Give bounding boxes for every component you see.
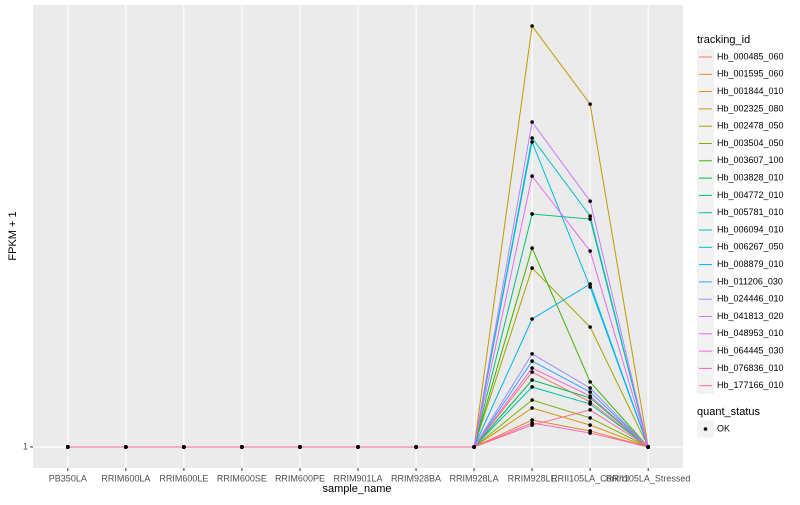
data-point bbox=[530, 174, 534, 178]
x-tick-label: RRIM600PE bbox=[275, 473, 325, 483]
data-point bbox=[530, 366, 534, 370]
data-point bbox=[588, 249, 592, 253]
data-point bbox=[66, 445, 70, 449]
data-point bbox=[530, 136, 534, 140]
data-point bbox=[530, 352, 534, 356]
legend-label: Hb_001844_010 bbox=[717, 86, 784, 96]
x-tick-label: RRIM928LA bbox=[450, 473, 499, 483]
data-point bbox=[356, 445, 360, 449]
data-point bbox=[530, 398, 534, 402]
legend-label: Hb_001595_060 bbox=[717, 69, 784, 79]
legend-label: Hb_008879_010 bbox=[717, 259, 784, 269]
data-point bbox=[530, 406, 534, 410]
legend-label: Hb_003504_050 bbox=[717, 138, 784, 148]
y-tick-label: 1 bbox=[23, 441, 28, 451]
data-point bbox=[588, 380, 592, 384]
data-point bbox=[240, 445, 244, 449]
data-point bbox=[530, 385, 534, 389]
x-tick-label: PB350LA bbox=[49, 473, 87, 483]
legend-label: Hb_000485_060 bbox=[717, 51, 784, 61]
legend-label: Hb_064445_030 bbox=[717, 345, 784, 355]
data-point bbox=[588, 102, 592, 106]
data-point bbox=[588, 214, 592, 218]
legend-label: Hb_006267_050 bbox=[717, 242, 784, 252]
data-point bbox=[124, 445, 128, 449]
data-point bbox=[588, 408, 592, 412]
legend-title: tracking_id bbox=[697, 34, 750, 46]
legend-label: Hb_011206_030 bbox=[717, 276, 783, 286]
data-point bbox=[588, 394, 592, 398]
data-point bbox=[588, 402, 592, 406]
x-tick-label: RRIM600SE bbox=[217, 473, 267, 483]
data-point bbox=[530, 317, 534, 321]
data-point bbox=[588, 416, 592, 420]
x-tick-label: RRIM600LA bbox=[101, 473, 150, 483]
legend-label: Hb_002478_050 bbox=[717, 121, 784, 131]
data-point bbox=[588, 217, 592, 221]
legend-label: OK bbox=[717, 423, 730, 433]
y-axis-title: FPKM + 1 bbox=[7, 211, 19, 260]
x-tick-label: RRIM928LE bbox=[508, 473, 557, 483]
legend-label: Hb_048953_010 bbox=[717, 328, 784, 338]
legend-label: Hb_005781_010 bbox=[717, 207, 784, 217]
x-tick-label: RRIM928BA bbox=[391, 473, 441, 483]
x-tick-label: RRII105LA_Stressed bbox=[606, 473, 691, 483]
data-point bbox=[588, 386, 592, 390]
x-tick-label: RRIM600LE bbox=[159, 473, 208, 483]
data-point bbox=[530, 266, 534, 270]
data-point bbox=[530, 120, 534, 124]
data-point bbox=[530, 423, 534, 427]
data-point bbox=[530, 212, 534, 216]
data-point bbox=[530, 359, 534, 363]
data-point bbox=[646, 445, 650, 449]
legend-label: Hb_003607_100 bbox=[717, 155, 784, 165]
legend-title: quant_status bbox=[697, 406, 760, 418]
legend-label: Hb_076836_010 bbox=[717, 363, 784, 373]
legend-label: Hb_004772_010 bbox=[717, 190, 784, 200]
data-point bbox=[530, 24, 534, 28]
data-point bbox=[182, 445, 186, 449]
legend-swatch bbox=[703, 427, 708, 431]
data-point bbox=[588, 390, 592, 394]
data-point bbox=[588, 199, 592, 203]
legend-label: Hb_002325_080 bbox=[717, 103, 784, 113]
data-point bbox=[530, 418, 534, 422]
data-point bbox=[588, 285, 592, 289]
legend-label: Hb_003828_010 bbox=[717, 172, 784, 182]
data-point bbox=[588, 431, 592, 435]
data-point bbox=[530, 140, 534, 144]
data-point bbox=[472, 445, 476, 449]
data-point bbox=[588, 282, 592, 286]
x-tick-label: RRII105LA_Control bbox=[551, 473, 629, 483]
data-point bbox=[530, 378, 534, 382]
legend-label: Hb_177166_010 bbox=[717, 380, 784, 390]
x-axis-title: sample_name bbox=[322, 483, 391, 495]
data-point bbox=[530, 370, 534, 374]
data-point bbox=[588, 423, 592, 427]
data-point bbox=[588, 325, 592, 329]
legend-label: Hb_041813_020 bbox=[717, 311, 784, 321]
x-tick-label: RRIM901LA bbox=[333, 473, 382, 483]
legend-label: Hb_024446_010 bbox=[717, 294, 784, 304]
data-point bbox=[530, 246, 534, 250]
data-point bbox=[298, 445, 302, 449]
data-point bbox=[414, 445, 418, 449]
legend-label: Hb_006094_010 bbox=[717, 224, 784, 234]
